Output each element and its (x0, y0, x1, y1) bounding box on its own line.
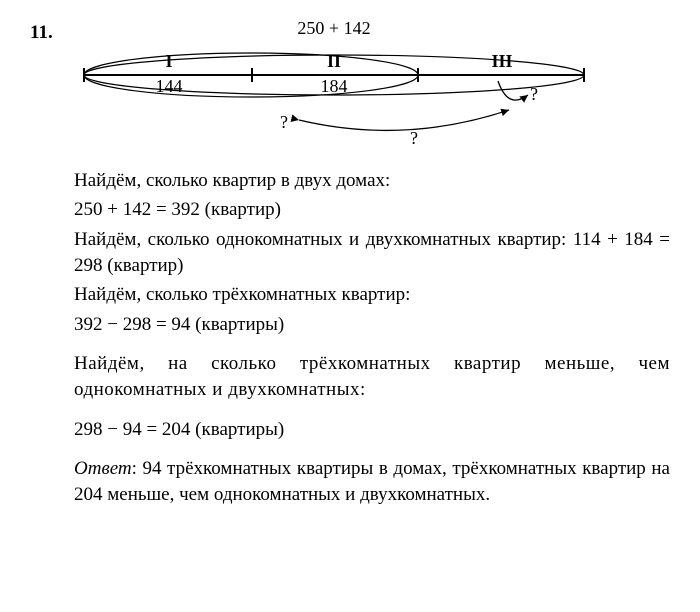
svg-text:III: III (491, 51, 512, 71)
line-4: Найдём, сколько трёхкомнатных квартир: (74, 282, 670, 308)
problem-number: 11. (30, 20, 60, 46)
svg-text:II: II (327, 51, 341, 71)
answer: Ответ: 94 трёхкомнатных квартиры в домах… (74, 456, 670, 507)
problem-11: 11. 250 + 142IIIIII144184??? Найдём, ско… (30, 20, 670, 512)
line-1: Найдём, сколько квартир в двух домах: (74, 168, 670, 194)
svg-text:?: ? (530, 84, 538, 104)
segment-diagram: 250 + 142IIIIII144184??? (74, 20, 670, 158)
svg-text:250 + 142: 250 + 142 (297, 20, 370, 38)
line-5: 392 − 298 = 94 (квартиры) (74, 312, 670, 338)
svg-text:I: I (165, 51, 172, 71)
line-7: 298 − 94 = 204 (квартиры) (74, 417, 670, 443)
answer-label: Ответ (74, 458, 132, 479)
diagram-svg: 250 + 142IIIIII144184??? (74, 20, 594, 150)
answer-body: : 94 трёхкомнатных квартиры в домах, трё… (74, 458, 670, 505)
line-2: 250 + 142 = 392 (квартир) (74, 197, 670, 223)
line-3: Найдём, сколько однокомнатных и двухкомн… (74, 227, 670, 278)
svg-text:?: ? (280, 112, 288, 132)
svg-text:?: ? (410, 128, 418, 148)
line-6: Найдём, на сколько трёхкомнатных квартир… (74, 351, 670, 402)
problem-content: 250 + 142IIIIII144184??? Найдём, сколько… (74, 20, 670, 512)
